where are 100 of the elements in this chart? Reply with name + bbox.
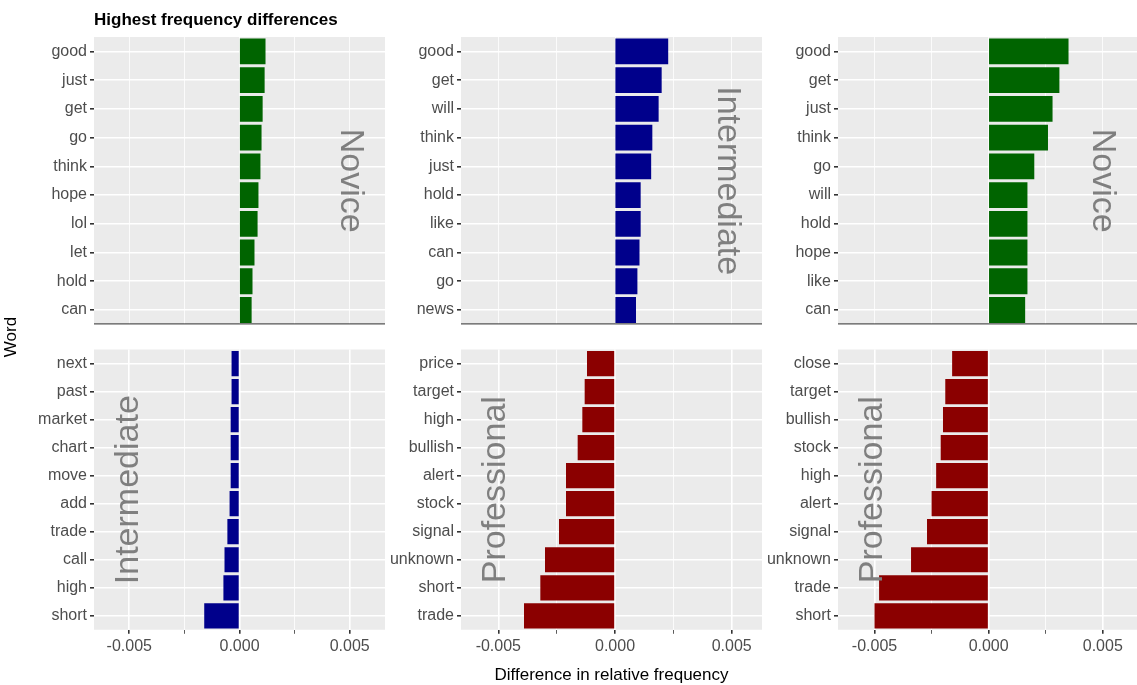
- bar: [239, 38, 266, 65]
- y-tick-label: get: [64, 99, 88, 117]
- y-tick-label: alert: [799, 494, 832, 512]
- y-tick-label: just: [61, 70, 88, 88]
- bar: [989, 182, 1028, 208]
- bar: [615, 297, 636, 323]
- y-tick-label: good: [795, 41, 831, 59]
- y-tick-label: hope: [51, 185, 88, 203]
- y-tick-label: just: [805, 99, 832, 117]
- y-tick-label: add: [60, 494, 87, 512]
- x-tick-label: -0.005: [106, 636, 153, 654]
- x-axis-title: Difference in relative frequency: [494, 665, 730, 684]
- bar: [615, 239, 640, 266]
- y-tick-label: alert: [422, 466, 455, 484]
- y-tick-label: go: [436, 271, 455, 289]
- y-tick-label: next: [56, 354, 88, 372]
- annotation: Professional: [474, 396, 513, 584]
- y-tick-label: stock: [793, 438, 832, 456]
- y-tick-label: trade: [794, 578, 832, 596]
- y-tick-label: hold: [56, 271, 87, 289]
- y-tick-label: can: [428, 242, 454, 260]
- y-tick-label: trade: [417, 606, 455, 624]
- y-axis-title: Word: [1, 316, 21, 358]
- y-tick-label: bullish: [408, 438, 454, 456]
- x-tick-label: 0.005: [329, 636, 370, 654]
- y-tick-label: close: [793, 354, 832, 372]
- bar: [239, 95, 263, 122]
- y-tick-label: can: [805, 300, 831, 318]
- bar: [615, 182, 641, 208]
- bar: [239, 153, 261, 180]
- y-tick-label: can: [61, 300, 87, 318]
- y-tick-label: lol: [70, 214, 87, 232]
- bar: [989, 210, 1028, 237]
- y-tick-label: market: [38, 410, 88, 428]
- bar: [615, 95, 659, 122]
- y-tick-label: trade: [50, 522, 88, 540]
- y-tick-label: unknown: [766, 550, 831, 568]
- bar: [615, 153, 652, 180]
- y-tick-label: will: [430, 99, 454, 117]
- annotation: Novice: [1085, 128, 1124, 233]
- y-tick-label: will: [807, 185, 831, 203]
- y-tick-label: move: [47, 466, 88, 484]
- y-tick-label: stock: [416, 494, 455, 512]
- x-tick-label: 0.000: [968, 636, 1009, 654]
- y-tick-label: hold: [800, 214, 831, 232]
- y-tick-label: target: [413, 382, 455, 400]
- y-tick-label: unknown: [389, 550, 454, 568]
- bar: [239, 268, 253, 295]
- y-tick-label: think: [420, 128, 455, 145]
- bar: [989, 239, 1028, 266]
- y-tick-label: short: [418, 578, 455, 596]
- bar: [239, 124, 262, 151]
- bar: [989, 67, 1060, 94]
- y-tick-label: go: [69, 128, 88, 145]
- y-tick-label: get: [808, 70, 832, 88]
- y-tick-label: let: [70, 242, 88, 260]
- x-tick-label: 0.000: [219, 636, 260, 654]
- bar: [239, 182, 259, 208]
- annotation: Intermediate: [710, 86, 749, 276]
- bar: [989, 268, 1028, 295]
- y-tick-label: signal: [412, 522, 454, 540]
- y-tick-label: good: [51, 41, 87, 59]
- bar: [989, 124, 1048, 151]
- y-tick-label: price: [419, 354, 455, 372]
- y-tick-label: bullish: [785, 410, 831, 428]
- y-tick-label: signal: [789, 522, 831, 540]
- y-tick-label: hold: [423, 185, 454, 203]
- bar: [989, 95, 1053, 122]
- annotation: Professional: [851, 396, 890, 584]
- y-tick-label: just: [428, 156, 455, 174]
- bar: [989, 153, 1035, 180]
- y-tick-label: chart: [51, 438, 88, 456]
- annotation: Intermediate: [107, 395, 146, 585]
- y-tick-label: think: [797, 128, 832, 145]
- y-tick-label: high: [56, 578, 87, 596]
- x-tick-label: 0.005: [711, 636, 752, 654]
- x-tick-label: -0.005: [475, 636, 522, 654]
- chart-title: Highest frequency differences: [94, 10, 338, 29]
- y-tick-label: good: [418, 41, 454, 59]
- y-tick-label: past: [56, 382, 88, 400]
- y-tick-label: short: [795, 606, 832, 624]
- bar: [239, 210, 258, 237]
- y-tick-label: like: [806, 271, 832, 289]
- x-tick-label: 0.005: [1082, 636, 1123, 654]
- bar: [615, 210, 641, 237]
- x-tick-label: -0.005: [851, 636, 898, 654]
- y-tick-label: get: [431, 70, 455, 88]
- bar: [615, 67, 662, 94]
- bar: [239, 297, 252, 323]
- y-tick-label: short: [51, 606, 88, 624]
- y-tick-label: high: [423, 410, 454, 428]
- y-tick-label: like: [429, 214, 455, 232]
- bar: [615, 268, 638, 295]
- x-tick-label: 0.000: [594, 636, 636, 654]
- y-tick-label: hope: [795, 242, 832, 260]
- y-tick-label: target: [790, 382, 832, 400]
- bar: [989, 38, 1069, 65]
- bar: [239, 239, 255, 266]
- y-tick-label: high: [800, 466, 831, 484]
- y-tick-label: go: [813, 156, 832, 174]
